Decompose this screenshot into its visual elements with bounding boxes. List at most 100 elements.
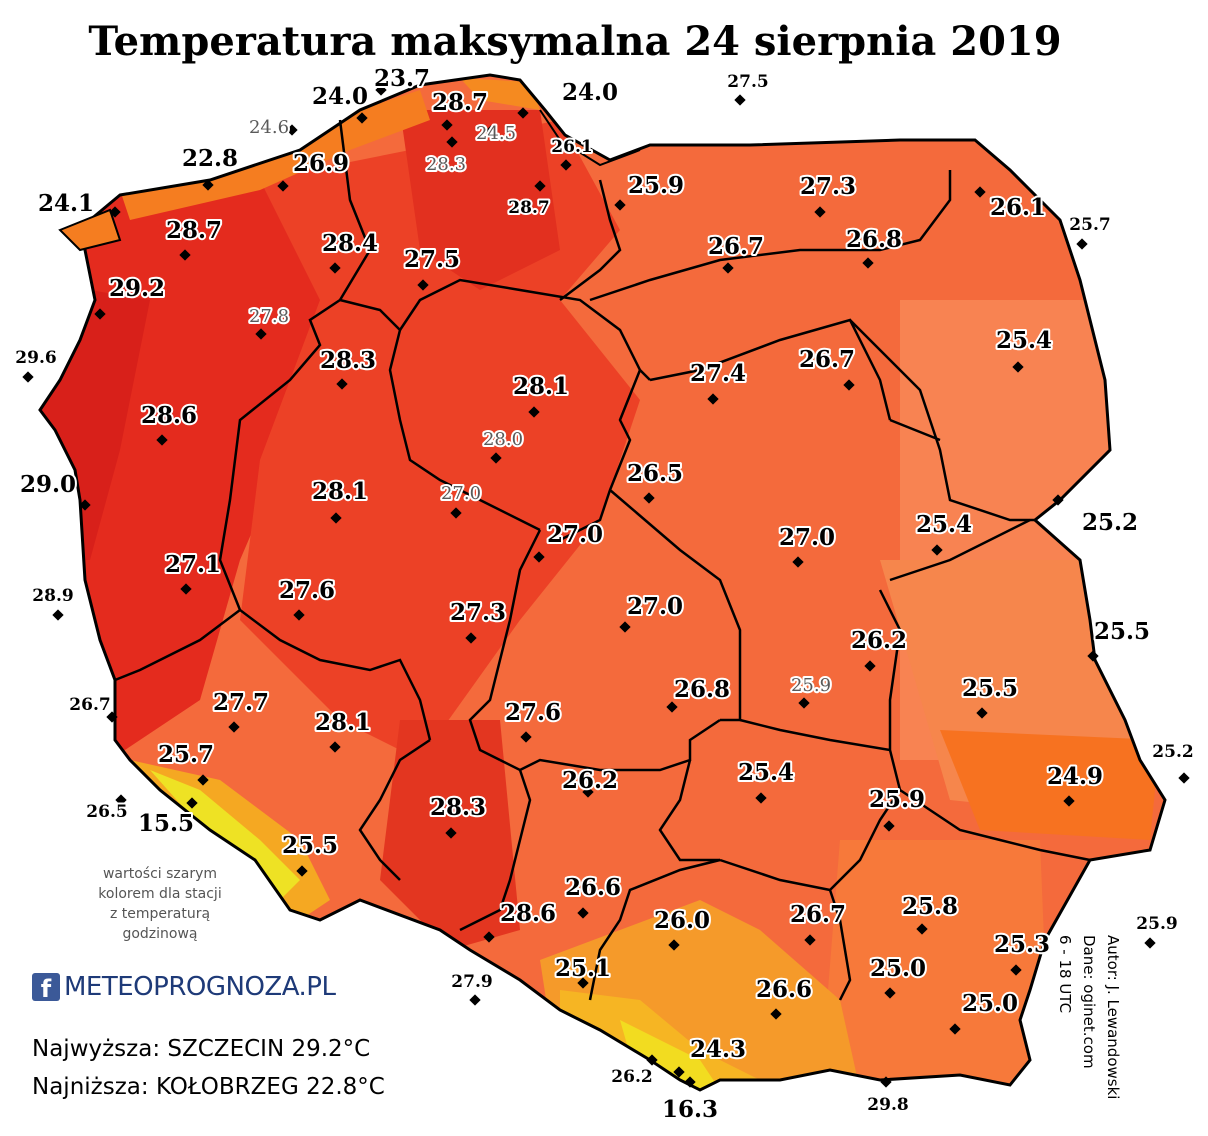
station-s34: 29.0 <box>18 469 91 511</box>
station-s47: 26.2 <box>849 625 909 672</box>
station-s18: 28.7 <box>164 215 224 261</box>
station-temperature-label: 26.2 <box>851 627 907 654</box>
station-temperature-label: 27.0 <box>441 483 481 504</box>
station-temperature-label: 25.9 <box>628 172 684 199</box>
grey-values-note: wartości szarym kolorem dla stacji z tem… <box>70 864 250 944</box>
station-s41: 27.1 <box>163 549 223 595</box>
station-marker <box>1010 964 1022 976</box>
station-temperature-label: 22.8 <box>182 145 238 172</box>
station-s78: 26.2 <box>609 1054 658 1089</box>
station-s58: 25.2 <box>1150 740 1196 784</box>
station-s65: 26.6 <box>563 872 623 919</box>
station-s71: 25.3 <box>992 929 1052 976</box>
station-marker <box>755 792 767 804</box>
station-temperature-label: 26.9 <box>293 150 349 177</box>
station-marker <box>949 1023 961 1035</box>
station-marker <box>974 186 986 198</box>
station-temperature-label: 28.3 <box>430 794 486 821</box>
station-marker <box>1087 650 1099 662</box>
station-marker <box>582 786 594 798</box>
station-temperature-label: 25.3 <box>994 931 1050 958</box>
station-temperature-label: 24.1 <box>38 190 94 217</box>
station-temperature-label: 27.0 <box>547 521 603 548</box>
station-s12: 25.9 <box>614 170 686 211</box>
station-temperature-label: 25.2 <box>1082 509 1138 536</box>
station-s55: 25.7 <box>156 739 216 786</box>
station-marker <box>450 507 462 519</box>
station-temperature-label: 25.8 <box>902 893 958 920</box>
note-line: godzinową <box>122 926 198 942</box>
station-s15: 28.7 <box>506 180 552 220</box>
station-temperature-label: 28.1 <box>315 709 371 736</box>
station-temperature-label: 28.3 <box>426 154 466 175</box>
station-marker <box>614 199 626 211</box>
station-marker <box>528 406 540 418</box>
station-s6: 24.6 <box>247 115 298 140</box>
facebook-icon[interactable]: f <box>32 973 60 1003</box>
station-temperature-label: 25.0 <box>870 955 926 982</box>
station-temperature-label: 25.0 <box>962 990 1018 1017</box>
station-marker <box>1144 937 1156 949</box>
station-marker <box>646 1054 658 1066</box>
station-temperature-label: 26.6 <box>756 976 812 1003</box>
station-marker <box>329 262 341 274</box>
site-logo[interactable]: f METEOPROGNOZA.PL <box>32 970 336 1004</box>
station-temperature-label: 27.0 <box>779 524 835 551</box>
station-temperature-label: 27.7 <box>213 689 269 716</box>
station-marker <box>577 977 589 989</box>
voivodeship-borders <box>114 119 1091 1001</box>
station-marker <box>666 701 678 713</box>
station-temperature-label: 25.5 <box>282 832 338 859</box>
station-s56: 26.2 <box>560 765 620 798</box>
station-s29: 26.7 <box>797 344 857 391</box>
station-s9: 22.8 <box>180 143 240 191</box>
station-marker <box>228 721 240 733</box>
station-s19: 28.4 <box>320 228 380 274</box>
station-temperature-label: 25.9 <box>1136 914 1177 934</box>
station-temperature-label: 28.7 <box>508 198 549 218</box>
station-temperature-label: 24.5 <box>476 123 516 144</box>
station-marker <box>862 257 874 269</box>
station-temperature-label: 28.3 <box>320 347 376 374</box>
station-marker <box>520 731 532 743</box>
station-temperature-label: 26.0 <box>654 907 710 934</box>
station-temperature-label: 26.7 <box>69 695 110 715</box>
station-temperature-label: 25.9 <box>791 675 831 696</box>
station-s43: 28.9 <box>30 584 76 621</box>
station-s44: 27.3 <box>448 597 508 644</box>
station-s16: 26.1 <box>974 186 1048 223</box>
station-marker <box>883 820 895 832</box>
credit-data: Dane: oginet.com <box>1080 935 1098 1069</box>
station-temperature-label: 24.6 <box>249 117 289 138</box>
station-temperature-label: 28.1 <box>513 373 569 400</box>
station-temperature-label: 27.6 <box>279 577 335 604</box>
note-line: z temperaturą <box>109 906 211 922</box>
station-temperature-label: 26.6 <box>565 874 621 901</box>
station-marker <box>643 492 655 504</box>
country-border <box>38 73 1167 1092</box>
station-marker <box>329 741 341 753</box>
station-temperature-label: 25.5 <box>962 675 1018 702</box>
station-s60: 26.5 <box>84 794 130 824</box>
station-s75: 26.6 <box>754 974 814 1020</box>
station-temperature-label: 29.2 <box>109 275 165 302</box>
station-s40: 27.0 <box>777 522 837 568</box>
station-temperature-label: 28.7 <box>166 217 222 244</box>
station-s17: 25.7 <box>1067 213 1113 250</box>
station-marker <box>330 512 342 524</box>
credit-time: 6 - 18 UTC <box>1056 935 1074 1014</box>
station-s28: 27.4 <box>688 358 748 405</box>
station-s23: 29.2 <box>94 273 167 320</box>
station-marker <box>483 931 495 943</box>
station-s25: 25.4 <box>994 325 1054 373</box>
station-s45: 27.0 <box>619 591 685 633</box>
station-marker <box>1052 494 1064 506</box>
station-s52: 27.7 <box>211 687 271 733</box>
station-marker <box>931 544 943 556</box>
station-marker <box>445 827 457 839</box>
station-temperature-label: 27.8 <box>249 306 289 327</box>
temperature-zones <box>40 78 1160 1090</box>
station-s59: 24.9 <box>1045 761 1105 807</box>
station-marker <box>916 923 928 935</box>
